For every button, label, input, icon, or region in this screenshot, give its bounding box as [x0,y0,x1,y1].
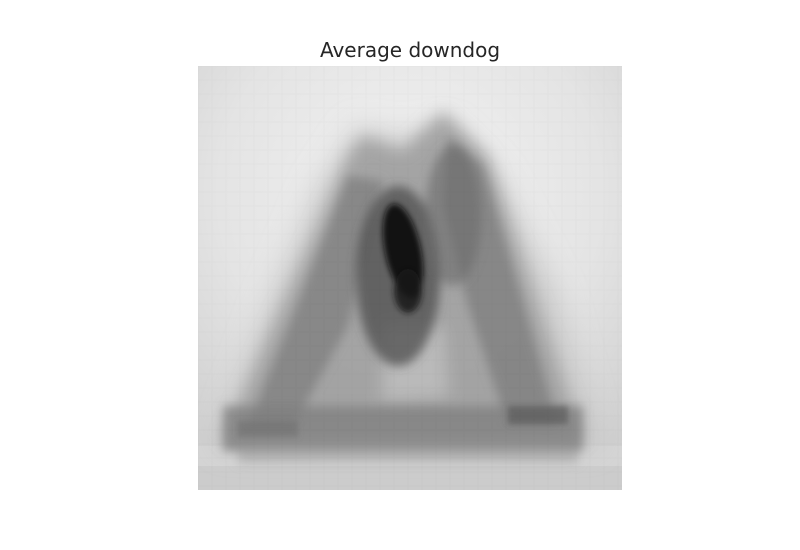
average-pose-image [198,66,622,490]
figure-title: Average downdog [319,38,501,62]
average-pose-image-svg [198,66,622,490]
